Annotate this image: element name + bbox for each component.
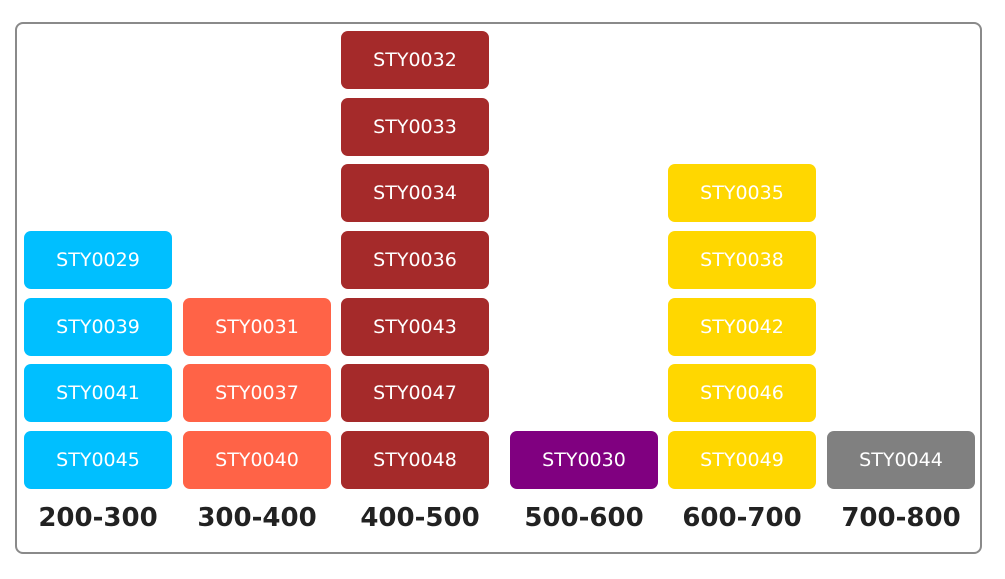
unit-box: STY0042 [668,297,816,356]
unit-box: STY0048 [341,431,489,489]
category-label: 400-500 [360,503,480,533]
unit-box: STY0031 [183,297,331,356]
unit-box: STY0030 [510,431,658,489]
unit-box: STY0049 [668,431,816,489]
unit-box: STY0046 [668,364,816,423]
unit-box: STY0037 [183,364,331,423]
unit-box: STY0047 [341,364,489,423]
unit-box: STY0029 [24,230,172,289]
category-label: 500-600 [524,503,644,533]
category-label: 600-700 [682,503,802,533]
unit-box: STY0033 [341,97,489,156]
unit-box: STY0044 [827,431,975,489]
unit-box: STY0036 [341,230,489,289]
unit-box: STY0035 [668,164,816,223]
category-label: 200-300 [38,503,158,533]
unit-box: STY0039 [24,297,172,356]
unit-box: STY0040 [183,431,331,489]
chart-frame [15,22,982,554]
unit-box: STY0034 [341,164,489,223]
category-label: 300-400 [197,503,317,533]
unit-box: STY0043 [341,297,489,356]
unit-box: STY0032 [341,30,489,89]
category-label: 700-800 [841,503,961,533]
unit-box: STY0038 [668,230,816,289]
unit-box: STY0041 [24,364,172,423]
unit-box: STY0045 [24,431,172,489]
